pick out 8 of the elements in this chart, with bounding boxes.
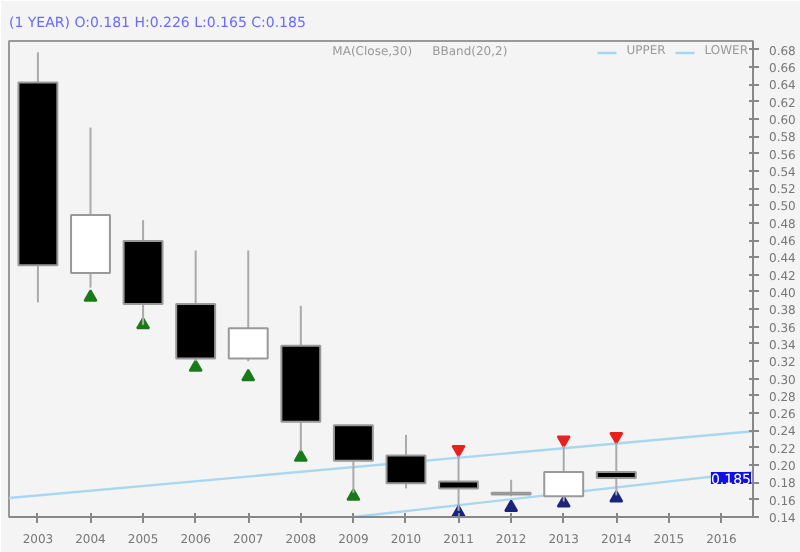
candlestick bbox=[385, 433, 427, 490]
point bbox=[293, 449, 308, 462]
point bbox=[504, 499, 519, 512]
point bbox=[188, 359, 203, 372]
point bbox=[346, 488, 361, 501]
point bbox=[83, 289, 98, 302]
point bbox=[241, 368, 256, 382]
candlestick bbox=[227, 249, 269, 363]
